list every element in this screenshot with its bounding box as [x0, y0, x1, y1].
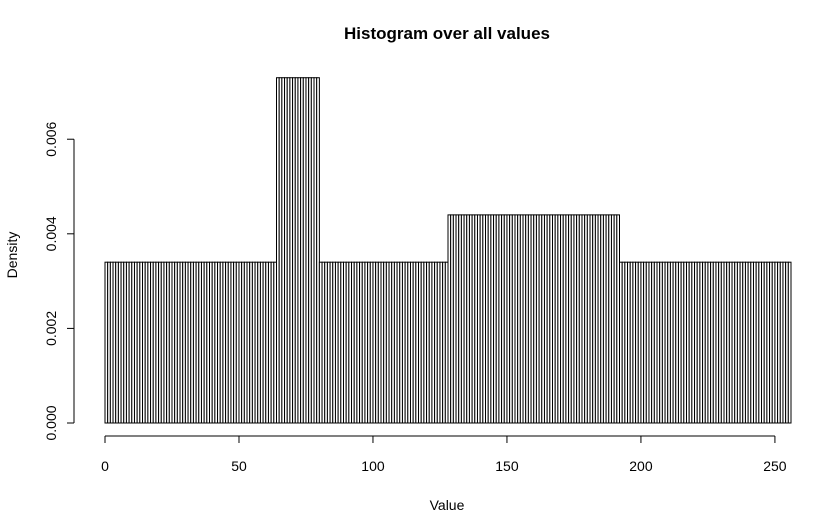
x-tick-label: 0 [101, 458, 109, 474]
x-axis-label: Value [430, 497, 465, 513]
y-axis: 0.000 0.002 0.004 0.006 [43, 121, 75, 441]
y-tick-label: 0.006 [43, 121, 59, 156]
x-tick-label: 100 [361, 458, 385, 474]
y-tick-label: 0.004 [43, 216, 59, 251]
y-axis-label: Density [4, 232, 20, 279]
x-tick-label: 250 [763, 458, 787, 474]
histogram-bar [787, 261, 792, 424]
x-tick-label: 150 [495, 458, 519, 474]
x-tick-label: 200 [629, 458, 653, 474]
x-axis: 0 50 100 150 200 250 [101, 435, 787, 474]
y-tick-label: 0.002 [43, 311, 59, 346]
chart-title: Histogram over all values [344, 24, 550, 43]
x-tick-label: 50 [231, 458, 247, 474]
y-tick-label: 0.000 [43, 405, 59, 440]
histogram-bars [104, 77, 792, 424]
histogram-bar [316, 77, 320, 424]
